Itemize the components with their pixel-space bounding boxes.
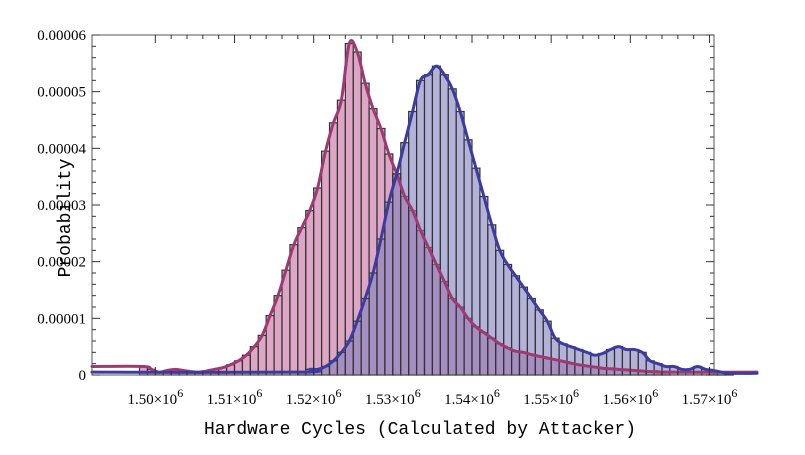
histogram-bar-series-1 <box>328 122 339 376</box>
histogram-bar-series-2 <box>408 110 418 376</box>
histogram-bar-series-2 <box>590 354 600 376</box>
histogram-bars <box>138 42 734 376</box>
histogram-bar-series-2 <box>518 286 529 376</box>
histogram-bar-series-2 <box>455 110 465 376</box>
histogram-bar-series-2 <box>392 173 402 376</box>
axis-ticks <box>92 34 714 376</box>
histogram-bar-series-2 <box>526 297 536 376</box>
x-tick-labels: 1.50×106 1.51×106 1.52×106 1.53×106 1.54×106… <box>127 386 737 408</box>
density-curve-series-1 <box>90 39 759 374</box>
histogram-bar-series-2 <box>479 195 489 376</box>
histogram-bar-series-2 <box>400 142 410 376</box>
histogram-bar-series-2 <box>384 201 394 376</box>
y-tick-label: 0.00006 <box>37 28 86 44</box>
x-tick-label: 1.53×106 <box>365 386 421 408</box>
histogram-bar-series-2 <box>487 224 497 376</box>
histogram-bar-series-1 <box>336 99 346 376</box>
y-tick-label: 0.00001 <box>37 311 86 327</box>
x-tick-label: 1.51×106 <box>207 386 263 408</box>
histogram-bar-series-2 <box>423 74 434 376</box>
density-curves <box>90 39 759 375</box>
histogram-bar-series-2 <box>582 351 592 376</box>
histogram-bar-series-2 <box>510 275 521 376</box>
histogram-bar-series-2 <box>598 352 608 376</box>
histogram-bar-series-2 <box>471 167 481 376</box>
histogram-bar-series-2 <box>566 346 576 376</box>
histogram-bar-series-2 <box>503 263 513 376</box>
x-tick-label: 1.54×106 <box>444 386 500 408</box>
histogram-bar-series-2 <box>550 337 560 376</box>
y-tick-label: 0.00003 <box>37 198 86 214</box>
x-tick-label: 1.57×106 <box>682 386 738 408</box>
x-tick-label: 1.55×106 <box>523 386 579 408</box>
y-axis-title: Probability <box>56 158 76 277</box>
histogram-bar-series-2 <box>447 88 457 376</box>
y-tick-labels: 0 0.00001 0.00002 0.00003 0.00004 0.00005 0.00… <box>37 28 86 384</box>
density-curve-series-2 <box>90 64 759 375</box>
x-tick-label: 1.56×106 <box>602 386 658 408</box>
histogram-bar-series-2 <box>376 238 386 376</box>
y-tick-label: 0.00005 <box>37 85 86 101</box>
x-tick-label: 1.50×106 <box>127 386 183 408</box>
histogram-bar-series-2 <box>463 139 473 376</box>
histogram-bar-series-1 <box>305 210 315 376</box>
histogram-bar-series-2 <box>431 65 441 376</box>
histogram-bar-series-2 <box>574 348 584 376</box>
histogram-bar-series-2 <box>534 309 544 376</box>
histogram-bar-series-1 <box>281 269 291 376</box>
histogram-bar-series-1 <box>289 244 299 376</box>
histogram-bar-series-2 <box>439 74 449 376</box>
histogram-bar-series-1 <box>313 187 323 376</box>
y-tick-label: 0 <box>79 368 87 384</box>
histogram-bar-series-2 <box>368 272 378 376</box>
y-tick-label: 0.00002 <box>37 255 86 271</box>
histogram-bar-series-1 <box>320 150 331 376</box>
histogram-bar-series-1 <box>344 42 354 376</box>
y-tick-label: 0.00004 <box>37 141 86 157</box>
histogram-bar-series-1 <box>273 295 283 376</box>
x-tick-label: 1.52×106 <box>286 386 342 408</box>
x-axis-title: Hardware Cycles (Calculated by Attacker) <box>204 420 636 440</box>
histogram-bar-series-1 <box>297 227 307 376</box>
histogram-bar-series-2 <box>605 348 616 376</box>
histogram-bar-series-2 <box>495 249 505 376</box>
